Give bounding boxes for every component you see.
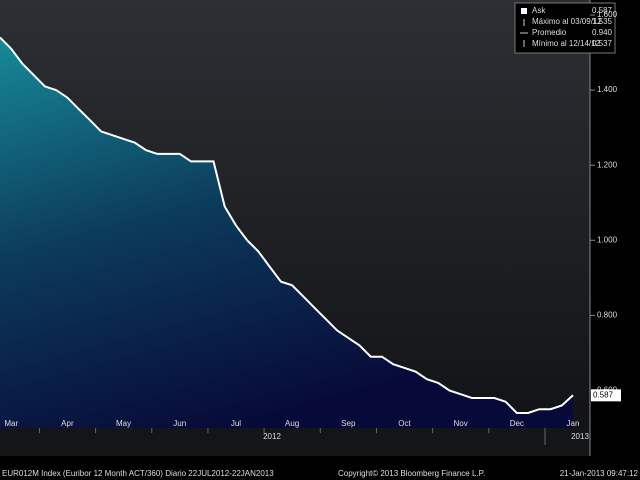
y-tick-label: 1.600 bbox=[597, 10, 618, 19]
legend-label: Ask bbox=[532, 6, 546, 15]
x-tick-label: Nov bbox=[454, 419, 468, 428]
footer-center: Copyright© 2013 Bloomberg Finance L.P. bbox=[338, 469, 485, 478]
footer: EUR012M Index (Euribor 12 Month ACT/360)… bbox=[2, 469, 639, 478]
x-tick-label: Jul bbox=[231, 419, 241, 428]
x-tick-label: Oct bbox=[398, 419, 411, 428]
x-tick-label: Jun bbox=[173, 419, 186, 428]
y-tick-label: 1.000 bbox=[597, 235, 618, 244]
area bbox=[0, 37, 573, 428]
x-tick-label: Aug bbox=[285, 419, 299, 428]
x-tick-label: Dec bbox=[510, 419, 524, 428]
footer-left: EUR012M Index (Euribor 12 Month ACT/360)… bbox=[2, 469, 274, 478]
x-tick-label: Mar bbox=[4, 419, 18, 428]
legend-label: Máximo al 03/09/12 bbox=[532, 17, 602, 26]
year-label: 2012 bbox=[263, 432, 281, 441]
legend-value: 0.587 bbox=[592, 6, 613, 15]
y-tick-label: 1.400 bbox=[597, 85, 618, 94]
line bbox=[0, 36, 574, 414]
legend-value: 0.537 bbox=[592, 39, 613, 48]
legend-label: Promedio bbox=[532, 28, 567, 37]
legend-value: 1.535 bbox=[592, 17, 613, 26]
y-tick-label: 0.800 bbox=[597, 310, 618, 319]
last-value-box bbox=[591, 389, 621, 402]
x-tick-label: Apr bbox=[61, 419, 74, 428]
x-tick-label: Sep bbox=[341, 419, 356, 428]
y-tick-label: 1.200 bbox=[597, 160, 618, 169]
legend-label: Mínimo al 12/14/12 bbox=[532, 39, 601, 48]
footer-right: 21-Jan-2013 09:47:12 bbox=[560, 469, 639, 478]
year-label: 2013 bbox=[571, 432, 589, 441]
legend: Ask 0.587 Máximo al 03/09/121.535 Promedio 0… bbox=[514, 2, 616, 54]
x-tick-label: May bbox=[116, 419, 131, 428]
x-tick-label: Jan bbox=[567, 419, 580, 428]
legend-value: 0.940 bbox=[592, 28, 613, 37]
x-axis-band bbox=[0, 428, 590, 456]
last-value-label: 0.587 bbox=[593, 390, 614, 399]
legend-box bbox=[514, 2, 616, 54]
legend-icon bbox=[521, 8, 527, 14]
